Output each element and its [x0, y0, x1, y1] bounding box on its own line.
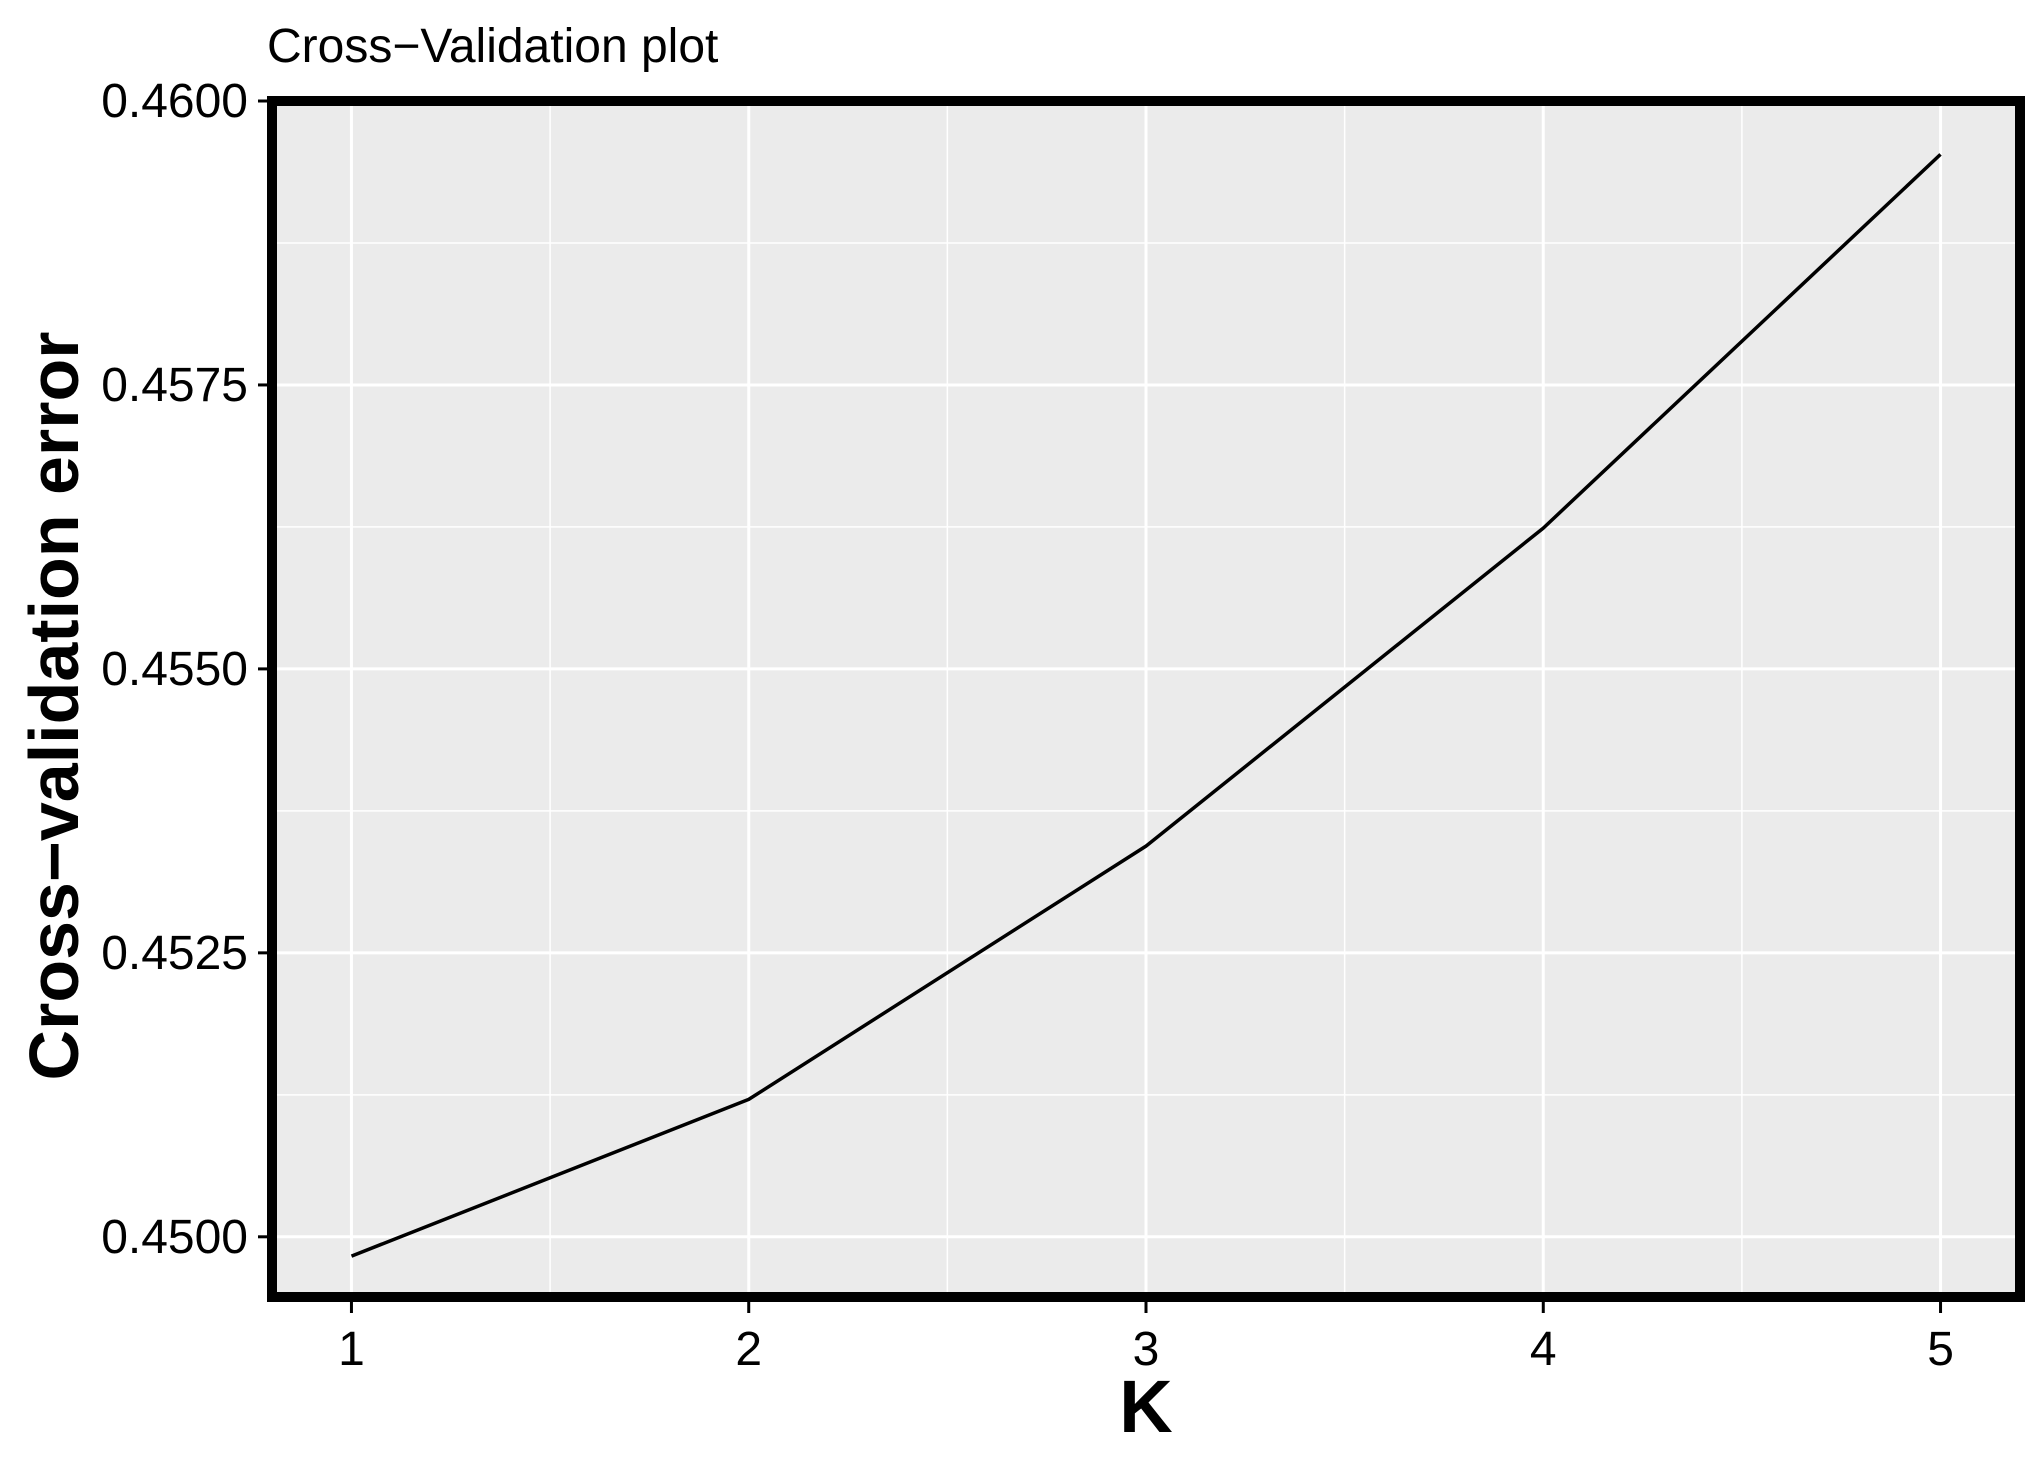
x-tick-label: 1 — [338, 1323, 365, 1376]
x-tick-label: 3 — [1133, 1323, 1160, 1376]
y-tick-label: 0.4575 — [101, 359, 248, 412]
x-tick-label: 2 — [735, 1323, 762, 1376]
y-tick-label: 0.4525 — [101, 927, 248, 980]
panel-border — [267, 96, 2025, 1302]
y-tick-label: 0.4500 — [101, 1211, 248, 1264]
x-axis-title: K — [1119, 1365, 1172, 1448]
y-tick-label: 0.4550 — [101, 643, 248, 696]
series-layer — [350, 153, 1942, 1258]
x-tick-label: 4 — [1530, 1323, 1557, 1376]
plot-area — [267, 96, 2025, 1302]
x-axis: 1 2 3 4 5 — [338, 1301, 1954, 1376]
y-tick-label: 0.4600 — [101, 75, 248, 128]
series-line-1 — [350, 153, 1942, 1258]
y-axis: 0.4500 0.4525 0.4550 0.4575 0.4600 — [101, 75, 268, 1264]
x-tick-label: 5 — [1927, 1323, 1954, 1376]
y-axis-title: Cross−validation error — [15, 332, 93, 1081]
chart-title: Cross−Validation plot — [267, 20, 718, 73]
